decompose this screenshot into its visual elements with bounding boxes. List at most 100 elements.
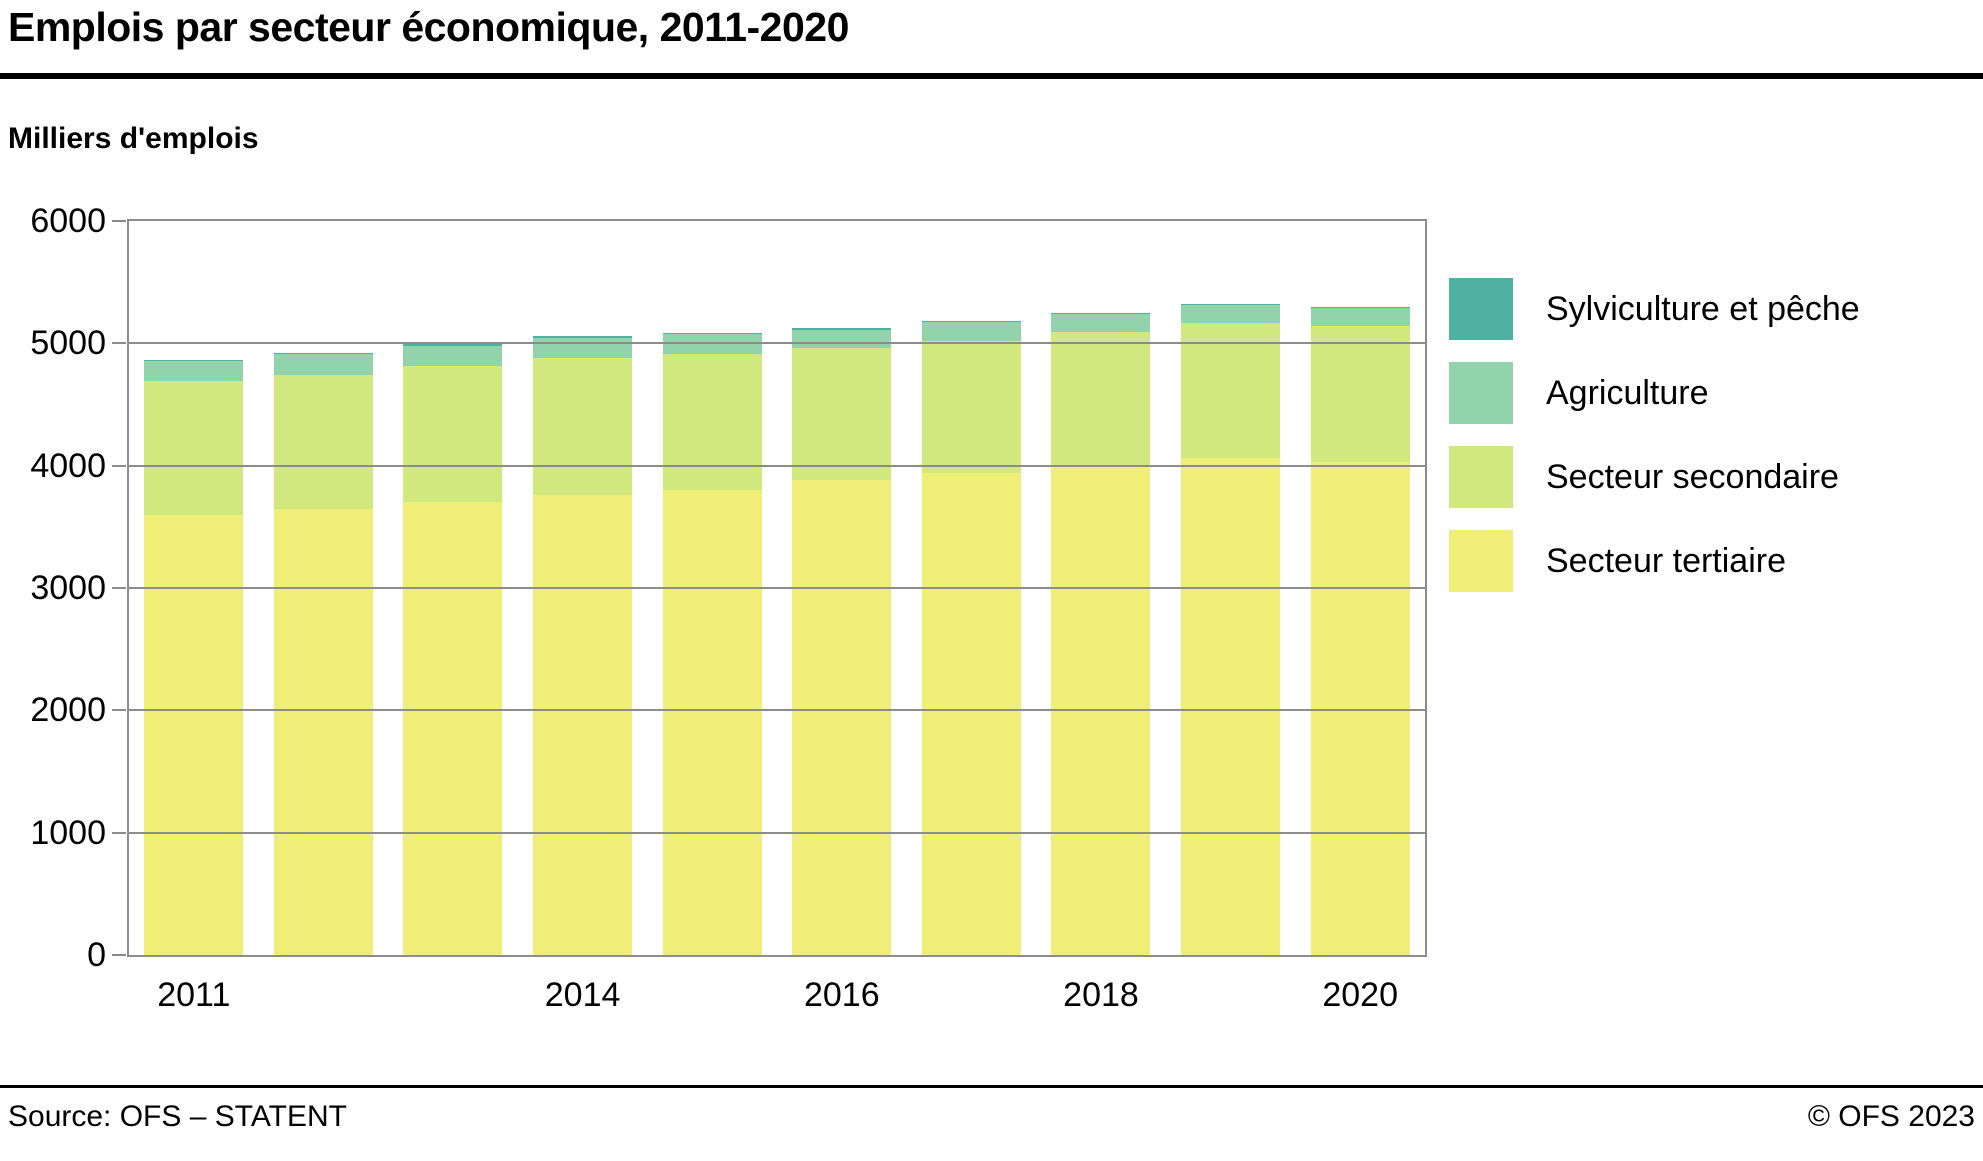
title-divider <box>0 73 1983 79</box>
bar-segment <box>1181 303 1281 306</box>
y-axis-tick <box>112 464 126 467</box>
y-axis-tick <box>112 709 126 712</box>
bar-segment <box>1051 313 1151 315</box>
gridline <box>129 709 1425 712</box>
y-axis-tick-label: 4000 <box>30 446 106 485</box>
bar-2014 <box>533 336 633 955</box>
bar-2019 <box>1181 303 1281 955</box>
x-axis-tick-label-text: 2020 <box>1322 976 1399 1014</box>
x-axis-tick-label-text: 2014 <box>544 976 621 1014</box>
bar-segment <box>144 514 244 955</box>
bar-2011 <box>144 360 244 955</box>
bar-segment <box>1181 323 1281 459</box>
bar-segment <box>273 374 373 510</box>
legend-item: Sylviculture et pêche <box>1449 278 1860 340</box>
y-axis-tick <box>112 954 126 956</box>
x-axis-tick-label-text: 2016 <box>803 976 880 1014</box>
y-axis-tick-label: 1000 <box>30 813 106 852</box>
plot-area <box>127 219 1427 957</box>
bar-segment <box>533 336 633 338</box>
bar-slot-2019 <box>1166 221 1296 955</box>
legend-item: Secteur secondaire <box>1449 446 1860 508</box>
bar-segment <box>1310 326 1410 462</box>
footer-divider <box>0 1085 1983 1088</box>
bar-segment <box>273 509 373 955</box>
legend-item: Secteur tertiaire <box>1449 530 1860 592</box>
legend-label: Secteur secondaire <box>1546 457 1839 496</box>
bar-segment <box>533 337 633 359</box>
bar-segment <box>144 381 244 515</box>
bar-2017 <box>921 321 1021 955</box>
bar-segment <box>1310 307 1410 309</box>
legend-swatch <box>1449 446 1513 508</box>
bar-segment <box>403 345 503 366</box>
bar-segment <box>533 358 633 496</box>
bar-segment <box>1310 462 1410 955</box>
bar-2020 <box>1310 307 1410 955</box>
bar-slot-2017 <box>907 221 1037 955</box>
y-axis-unit-label: Milliers d'emplois <box>8 122 259 155</box>
bar-segment <box>921 321 1021 323</box>
bar-segment <box>792 348 892 481</box>
bar-segment <box>921 340 1021 474</box>
copyright-text: © OFS 2023 <box>1807 1100 1975 1133</box>
legend-label: Secteur tertiaire <box>1546 541 1786 580</box>
y-axis-tick <box>112 342 126 345</box>
bar-segment <box>1181 305 1281 324</box>
bar-2015 <box>662 332 762 955</box>
x-axis-tick-label-text: 2011 <box>157 976 231 1014</box>
bar-segment <box>921 322 1021 341</box>
y-axis-tick-label: 2000 <box>30 691 106 730</box>
gridline <box>129 464 1425 467</box>
bar-slot-2015 <box>647 221 777 955</box>
bar-segment <box>403 365 503 502</box>
bar-segment <box>662 353 762 491</box>
bar-segment <box>403 501 503 955</box>
bar-segment <box>1181 458 1281 955</box>
bar-2016 <box>792 328 892 955</box>
y-axis-tick-label: 5000 <box>30 324 106 363</box>
bar-segment <box>662 332 762 334</box>
legend-swatch <box>1449 530 1513 592</box>
bar-2018 <box>1051 313 1151 955</box>
bar-segment <box>273 354 373 375</box>
legend-swatch <box>1449 278 1513 340</box>
bar-slot-2016 <box>777 221 907 955</box>
y-axis-tick <box>112 220 126 222</box>
legend-label: Agriculture <box>1546 373 1709 412</box>
y-axis-tick-label: 3000 <box>30 569 106 607</box>
bar-segment <box>533 495 633 955</box>
y-axis-tick-label: 0 <box>87 936 106 974</box>
page-title: Emplois par secteur économique, 2011-202… <box>8 4 849 50</box>
bar-segment <box>144 361 244 382</box>
legend-label: Sylviculture et pêche <box>1546 289 1860 328</box>
bar-segment <box>662 490 762 955</box>
gridline <box>129 831 1425 834</box>
bar-segment <box>403 344 503 346</box>
x-axis-tick-label-text: 2018 <box>1063 976 1139 1014</box>
y-axis-tick <box>112 831 126 834</box>
legend-item: Agriculture <box>1449 362 1860 424</box>
bar-segment <box>1310 308 1410 327</box>
bar-segment <box>792 328 892 330</box>
bar-segment <box>144 360 244 362</box>
bar-2012 <box>273 352 373 955</box>
bars-container <box>129 221 1425 955</box>
legend: Sylviculture et pêche Agriculture Secteur … <box>1449 278 1860 614</box>
bar-segment <box>792 329 892 349</box>
gridline <box>129 342 1425 345</box>
bar-2013 <box>403 344 503 955</box>
source-text: Source: OFS – STATENT <box>8 1100 347 1133</box>
y-axis-tick <box>112 587 126 589</box>
bar-slot-2012 <box>259 221 389 955</box>
bar-segment <box>921 473 1021 955</box>
bar-slot-2013 <box>388 221 518 955</box>
bar-segment <box>273 352 373 355</box>
y-axis-tick-label: 6000 <box>30 202 106 240</box>
bar-slot-2020 <box>1295 221 1425 955</box>
bar-segment <box>1051 332 1151 467</box>
bar-segment <box>792 480 892 955</box>
gridline <box>129 587 1425 589</box>
bar-segment <box>1051 314 1151 333</box>
